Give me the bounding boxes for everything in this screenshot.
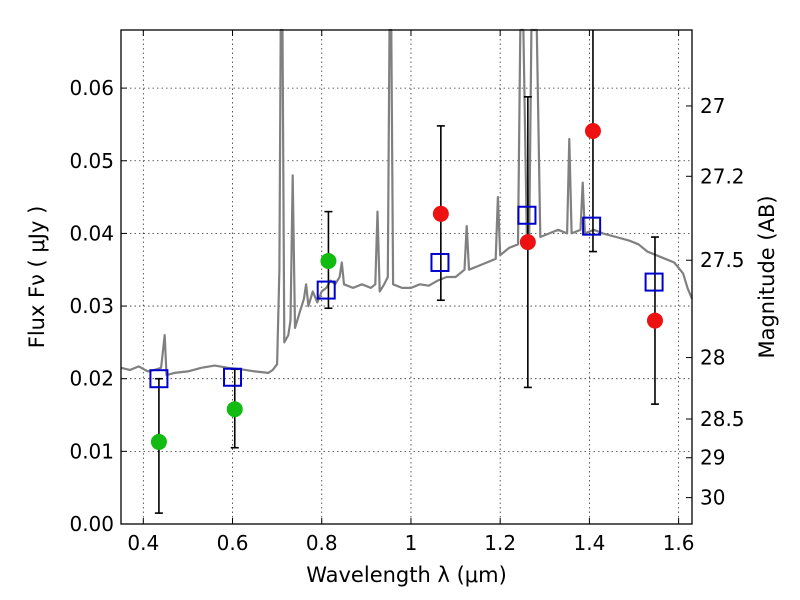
y-right-tick-label: 28.5 bbox=[700, 407, 745, 431]
model-square-point bbox=[316, 280, 336, 300]
y-tick-label: 0.02 bbox=[69, 367, 114, 391]
spectrum-line bbox=[120, 28, 694, 377]
y-tick-label: 0.06 bbox=[69, 76, 114, 100]
spectrum-layer bbox=[120, 28, 694, 377]
green-data-point bbox=[320, 253, 337, 270]
model-square-point bbox=[644, 272, 664, 292]
model-square-point bbox=[582, 216, 602, 236]
y-right-tick-label: 30 bbox=[700, 486, 725, 510]
y-tick-label: 0.05 bbox=[69, 149, 114, 173]
plot-frame bbox=[120, 29, 693, 525]
model-square-point bbox=[430, 252, 450, 272]
model-square-point bbox=[223, 367, 243, 387]
y-tick-label: 0.03 bbox=[69, 294, 114, 318]
x-tick-label: 1.4 bbox=[573, 531, 605, 555]
green-data-point bbox=[150, 433, 167, 450]
y-right-tick-label: 27.5 bbox=[700, 248, 745, 272]
y-right-tick-label: 28 bbox=[700, 346, 725, 370]
x-tick-label: 0.8 bbox=[306, 531, 338, 555]
x-tick-label: 0.6 bbox=[217, 531, 249, 555]
x-tick-label: 1.2 bbox=[484, 531, 516, 555]
red-data-point bbox=[646, 312, 663, 329]
x-tick-label: 1.6 bbox=[663, 531, 695, 555]
red-data-point bbox=[584, 122, 601, 139]
y-right-axis-label: Magnitude (AB) bbox=[755, 195, 779, 358]
ticks: 0.4 0.6 0.8 1 1.2 1.4 1.6 0.00 0.01 0.02 0.03 0.04 0… bbox=[69, 30, 745, 555]
y-right-tick-label: 29 bbox=[700, 446, 725, 470]
marker-layer bbox=[149, 30, 664, 514]
y-tick-label: 0.00 bbox=[69, 512, 114, 536]
grid bbox=[121, 30, 692, 525]
x-tick-label: 0.4 bbox=[127, 531, 159, 555]
y-tick-label: 0.04 bbox=[69, 221, 114, 245]
x-tick-label: 1 bbox=[405, 531, 418, 555]
red-data-point bbox=[432, 205, 449, 222]
y-right-tick-label: 27 bbox=[700, 94, 725, 118]
model-square-point bbox=[517, 205, 537, 225]
red-data-point bbox=[519, 234, 536, 251]
model-square-point bbox=[149, 369, 169, 389]
green-data-point bbox=[226, 401, 243, 418]
y-axis-label: Flux Fν ( μJy ) bbox=[25, 206, 49, 349]
y-right-tick-label: 27.2 bbox=[700, 164, 745, 188]
x-axis-label: Wavelength λ (μm) bbox=[306, 563, 507, 587]
y-tick-label: 0.01 bbox=[69, 439, 114, 463]
